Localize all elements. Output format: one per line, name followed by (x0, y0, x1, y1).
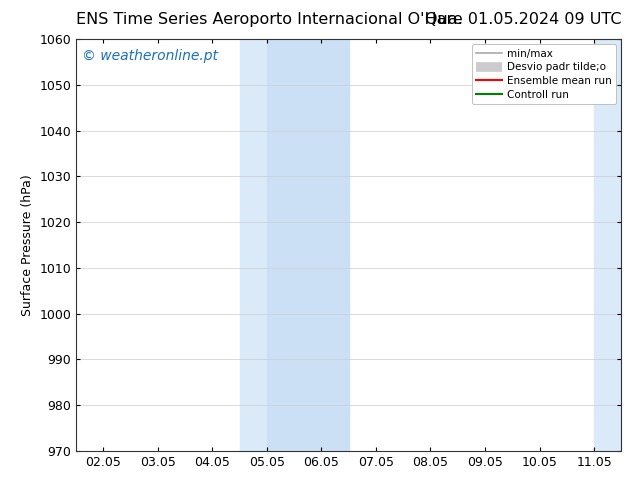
Text: Qua. 01.05.2024 09 UTC: Qua. 01.05.2024 09 UTC (425, 12, 621, 27)
Bar (594, 39, 621, 451)
Bar (267, 39, 349, 451)
Y-axis label: Surface Pressure (hPa): Surface Pressure (hPa) (21, 174, 34, 316)
Bar (240, 39, 267, 451)
Text: ENS Time Series Aeroporto Internacional O'Hare: ENS Time Series Aeroporto Internacional … (76, 12, 463, 27)
Bar (621, 39, 634, 451)
Text: © weatheronline.pt: © weatheronline.pt (82, 49, 217, 64)
Legend: min/max, Desvio padr tilde;o, Ensemble mean run, Controll run: min/max, Desvio padr tilde;o, Ensemble m… (472, 45, 616, 104)
